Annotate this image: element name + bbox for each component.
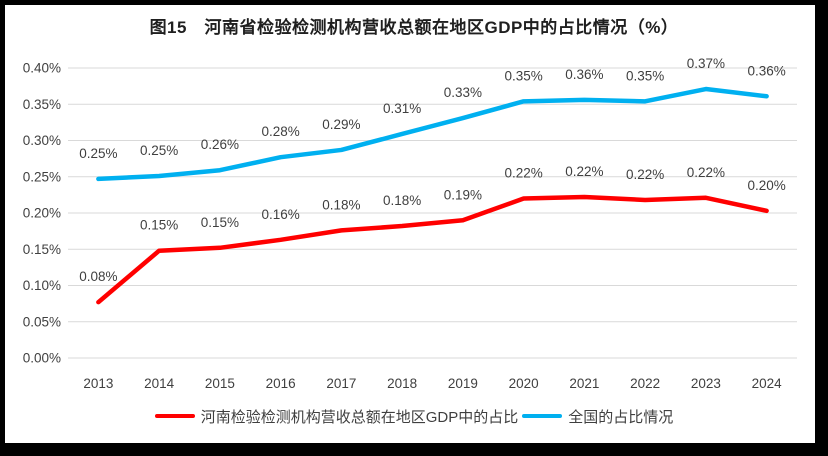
data-label: 0.26% <box>201 137 239 152</box>
data-label: 0.18% <box>383 193 421 208</box>
legend-item-national: 全国的占比情况 <box>522 406 673 427</box>
data-label: 0.08% <box>79 269 117 284</box>
data-label: 0.20% <box>747 178 785 193</box>
data-label: 0.31% <box>383 101 421 116</box>
data-label: 0.33% <box>444 85 482 100</box>
data-label: 0.37% <box>687 56 725 71</box>
x-axis-tick-label: 2017 <box>326 376 356 391</box>
legend-blue-line-icon <box>522 413 563 419</box>
x-axis-tick-label: 2020 <box>509 376 539 391</box>
x-axis-tick-label: 2021 <box>569 376 599 391</box>
data-label: 0.22% <box>626 167 664 182</box>
data-label: 0.25% <box>79 146 117 161</box>
data-label: 0.19% <box>444 187 482 202</box>
frame-border-bottom <box>0 443 828 456</box>
y-axis-tick-label: 0.40% <box>23 61 61 76</box>
data-label: 0.28% <box>261 124 299 139</box>
legend-item-henan: 河南检验检测机构营收总额在地区GDP中的占比 <box>154 406 519 427</box>
y-axis-tick-label: 0.35% <box>23 97 61 112</box>
data-label: 0.29% <box>322 117 360 132</box>
legend-label-national: 全国的占比情况 <box>568 408 674 426</box>
chart-title: 图15 河南省检验检测机构营收总额在地区GDP中的占比情况（%） <box>149 18 679 37</box>
x-axis-tick-label: 2015 <box>205 376 235 391</box>
y-axis-tick-label: 0.20% <box>23 206 61 221</box>
x-axis-tick-label: 2024 <box>752 376 783 391</box>
legend-red-line-icon <box>154 413 195 419</box>
data-label: 0.35% <box>504 68 542 83</box>
frame-border-right <box>815 0 828 456</box>
data-label: 0.22% <box>687 165 725 180</box>
chart-legend: 河南检验检测机构营收总额在地区GDP中的占比 全国的占比情况 <box>0 405 828 427</box>
x-axis-tick-label: 2019 <box>448 376 478 391</box>
data-label: 0.35% <box>626 68 664 83</box>
y-axis-tick-label: 0.10% <box>23 278 61 293</box>
y-axis-tick-label: 0.05% <box>23 314 61 329</box>
data-label: 0.15% <box>140 218 178 233</box>
x-axis-tick-label: 2022 <box>630 376 660 391</box>
data-label: 0.22% <box>504 166 542 181</box>
data-label: 0.15% <box>201 215 239 230</box>
legend-label-henan: 河南检验检测机构营收总额在地区GDP中的占比 <box>200 408 519 426</box>
data-label: 0.36% <box>747 63 785 78</box>
y-axis-tick-label: 0.15% <box>23 242 61 257</box>
series-line-1 <box>96 86 769 182</box>
y-axis-tick-label: 0.30% <box>23 133 61 148</box>
data-label: 0.36% <box>565 67 603 82</box>
y-axis-tick-label: 0.00% <box>23 351 61 366</box>
frame-border-top <box>0 0 828 5</box>
x-axis-tick-label: 2023 <box>691 376 721 391</box>
x-axis-tick-label: 2013 <box>83 376 113 391</box>
frame-border-left <box>0 0 5 456</box>
data-label: 0.25% <box>140 143 178 158</box>
x-axis-tick-label: 2014 <box>144 376 175 391</box>
data-label: 0.16% <box>261 207 299 222</box>
x-axis-tick-label: 2016 <box>266 376 296 391</box>
data-label: 0.18% <box>322 197 360 212</box>
x-axis-tick-label: 2018 <box>387 376 417 391</box>
y-axis-tick-label: 0.25% <box>23 169 61 184</box>
series-line-0 <box>96 194 769 305</box>
data-label: 0.22% <box>565 164 603 179</box>
